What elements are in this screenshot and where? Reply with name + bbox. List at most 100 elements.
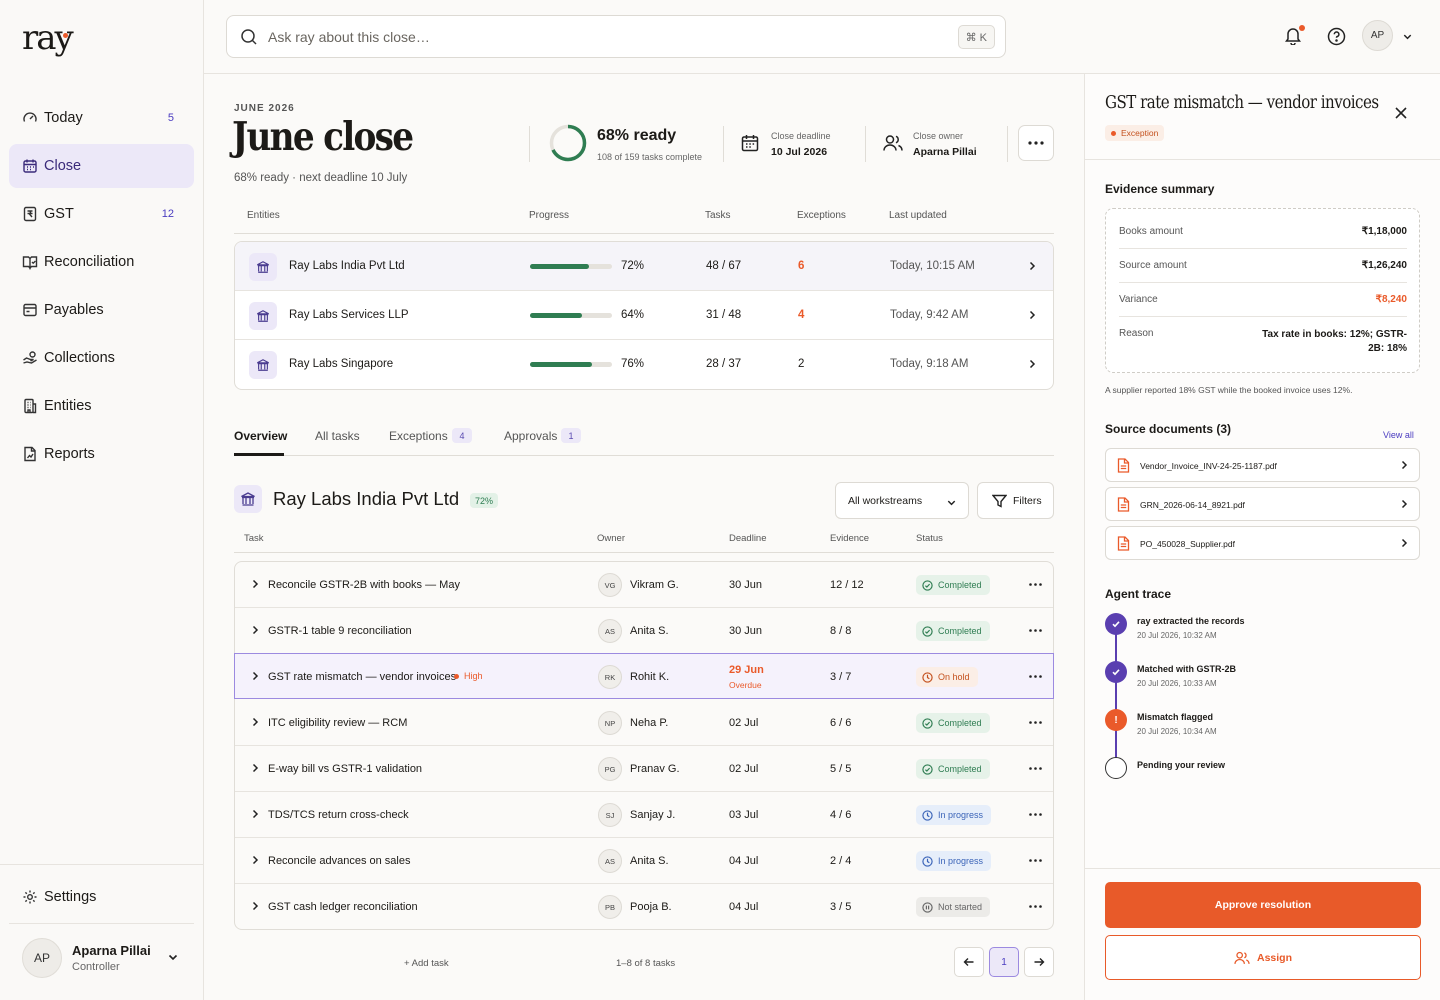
main-content: JUNE 2026 June close 68% ready · next de…: [204, 74, 1084, 1000]
task-owner: Pooja B.: [630, 901, 672, 913]
search-input[interactable]: Ask ray about this close… ⌘ K: [226, 15, 1006, 58]
task-row[interactable]: Reconcile GSTR-2B with books — May VG Vikr…: [235, 562, 1053, 608]
expand-chevron-icon[interactable]: [250, 809, 260, 819]
bank-icon-badge: [249, 253, 277, 281]
help-icon[interactable]: [1327, 27, 1346, 46]
document-item[interactable]: Vendor_Invoice_INV-24-25-1187.pdf: [1105, 448, 1420, 482]
ray-logo[interactable]: ray: [22, 18, 74, 58]
workstream-select[interactable]: All workstreams: [835, 482, 969, 519]
bell-icon[interactable]: [1284, 26, 1302, 45]
tab-all-tasks[interactable]: All tasks: [315, 429, 360, 443]
nav-count-badge: 12: [161, 208, 174, 220]
row-chevron[interactable]: [1027, 359, 1037, 369]
row-chevron[interactable]: [1027, 310, 1037, 320]
add-task-button[interactable]: + Add task: [404, 958, 449, 969]
arrow-right-icon: [1034, 958, 1045, 966]
page-number-button[interactable]: 1: [989, 947, 1019, 977]
user-role: Controller: [72, 961, 120, 973]
evidence-count: 8 / 8: [830, 625, 852, 637]
expand-chevron-icon[interactable]: [250, 763, 260, 773]
sidebar-item-close[interactable]: Close: [9, 144, 194, 188]
status-badge: Completed: [916, 575, 990, 595]
task-row[interactable]: E-way bill vs GSTR-1 validation PG Pranav …: [235, 746, 1053, 792]
expand-chevron-icon[interactable]: [250, 625, 260, 635]
task-owner: Pranav G.: [630, 763, 680, 775]
row-more-button[interactable]: [1029, 767, 1042, 770]
expand-chevron-icon[interactable]: [250, 901, 260, 911]
chevron-right-icon: [252, 717, 259, 727]
progress-bar: [530, 313, 612, 318]
more-button[interactable]: [1018, 125, 1054, 161]
readiness-label: 68% ready: [597, 127, 677, 144]
expand-chevron-icon[interactable]: [250, 717, 260, 727]
task-row[interactable]: GSTR-1 table 9 reconciliation AS Anita S. 3…: [235, 608, 1053, 654]
active-tab-underline: [234, 453, 284, 456]
task-owner: Sanjay J.: [630, 809, 676, 821]
deadline-label: Close deadline: [771, 131, 831, 141]
evidence-summary-card: Books amount ₹1,18,000 Source amount ₹1,…: [1105, 208, 1420, 373]
workstream-value: All workstreams: [848, 494, 923, 507]
status-label: Completed: [938, 580, 982, 590]
sidebar-item-label: Collections: [44, 350, 115, 366]
assign-button[interactable]: Assign: [1105, 935, 1421, 980]
tab-overview[interactable]: Overview: [234, 429, 288, 443]
sidebar-item-reports[interactable]: Reports: [9, 432, 194, 476]
avatar: AS: [598, 619, 622, 643]
readiness-ring: [549, 124, 587, 162]
avatar[interactable]: AP: [22, 938, 62, 978]
document-item[interactable]: GRN_2026-06-14_8921.pdf: [1105, 487, 1420, 521]
next-page-button[interactable]: [1024, 947, 1054, 977]
document-item[interactable]: PO_450028_Supplier.pdf: [1105, 526, 1420, 560]
progress-bar-fill: [530, 362, 593, 367]
row-more-button[interactable]: [1029, 629, 1042, 632]
divider: [529, 126, 530, 162]
filters-button[interactable]: Filters: [977, 482, 1054, 519]
sidebar-item-collections[interactable]: Collections: [9, 336, 194, 380]
trace-step-marker: [1105, 661, 1127, 683]
task-owner: Anita S.: [630, 625, 669, 637]
column-header: Tasks: [705, 210, 731, 221]
view-all-link[interactable]: View all: [1383, 430, 1414, 440]
approve-resolution-button[interactable]: Approve resolution: [1105, 882, 1421, 928]
tab-count-badge: 4: [452, 428, 472, 443]
task-row[interactable]: ITC eligibility review — RCM NP Neha P. 02 …: [235, 700, 1053, 746]
row-more-button[interactable]: [1029, 905, 1042, 908]
task-count: 31 / 48: [706, 309, 742, 321]
expand-chevron-icon[interactable]: [250, 579, 260, 589]
sidebar-item-today[interactable]: Today 5: [9, 96, 194, 140]
task-deadline: 04 Jul: [729, 901, 759, 913]
task-row[interactable]: GST cash ledger reconciliation PB Pooja B.…: [235, 884, 1053, 930]
task-row[interactable]: TDS/TCS return cross-check SJ Sanjay J. 03 …: [235, 792, 1053, 838]
row-more-button[interactable]: [1029, 859, 1042, 862]
row-more-button[interactable]: [1029, 721, 1042, 724]
tab-approvals[interactable]: Approvals: [504, 429, 558, 443]
chevron-down-icon[interactable]: [1402, 31, 1413, 42]
sidebar-item-payables[interactable]: Payables: [9, 288, 194, 332]
expand-chevron-icon[interactable]: [250, 671, 260, 681]
row-more-button[interactable]: [1029, 675, 1042, 678]
row-chevron[interactable]: [1027, 261, 1037, 271]
document-name: PO_450028_Supplier.pdf: [1140, 539, 1235, 549]
chevron-down-icon[interactable]: [167, 951, 179, 963]
section-title: Ray Labs India Pvt Ltd: [273, 488, 460, 509]
entity-row[interactable]: Ray Labs India Pvt Ltd 72% 48 / 67 6 Today, …: [235, 242, 1053, 291]
expand-chevron-icon[interactable]: [250, 855, 260, 865]
close-icon[interactable]: [1394, 106, 1408, 120]
status-dot: [1111, 130, 1116, 136]
sidebar-item-gst[interactable]: GST 12: [9, 192, 194, 236]
entity-row[interactable]: Ray Labs Singapore 76% 28 / 37 2 Today, 9:18…: [235, 340, 1053, 389]
row-more-button[interactable]: [1029, 583, 1042, 586]
task-row[interactable]: Reconcile advances on sales AS Anita S. 04 …: [235, 838, 1053, 884]
sidebar-item-entities[interactable]: Entities: [9, 384, 194, 428]
sidebar-item-reconciliation[interactable]: Reconciliation: [9, 240, 194, 284]
task-deadline: 30 Jun: [729, 579, 763, 591]
entity-row[interactable]: Ray Labs Services LLP 64% 31 / 48 4 Today, 9…: [235, 291, 1053, 340]
tab-exceptions[interactable]: Exceptions: [389, 429, 448, 443]
avatar[interactable]: AP: [1362, 20, 1393, 51]
more-horizontal-icon: [1028, 141, 1044, 145]
row-more-button[interactable]: [1029, 813, 1042, 816]
task-row[interactable]: GST rate mismatch — vendor invoices High R…: [234, 653, 1054, 699]
user-name: Aparna Pillai: [72, 943, 151, 958]
settings-link[interactable]: Settings: [22, 889, 96, 905]
prev-page-button[interactable]: [954, 947, 984, 977]
